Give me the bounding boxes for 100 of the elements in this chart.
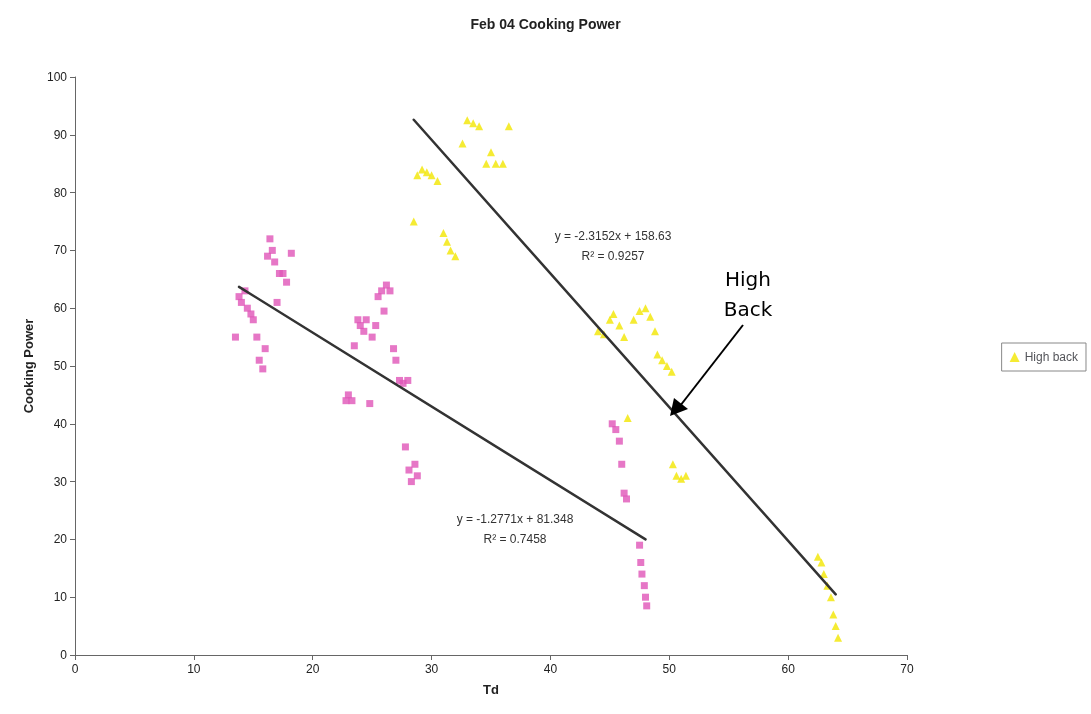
point [498, 159, 507, 168]
y-tick-label: 20 [53, 532, 68, 547]
point [249, 316, 257, 324]
point [638, 570, 646, 578]
point [637, 559, 645, 567]
point [635, 307, 644, 316]
point [829, 610, 838, 619]
y-tick-label: 80 [53, 185, 68, 200]
annotation: R² = 0.7458 [483, 532, 547, 546]
annotation: High Back [723, 267, 773, 321]
point [623, 495, 630, 503]
point [433, 177, 442, 186]
x-tick-label: 40 [543, 662, 558, 676]
point [439, 229, 448, 238]
point [372, 322, 380, 330]
point [642, 593, 650, 601]
point [350, 342, 358, 350]
y-tick-label: 70 [53, 243, 68, 258]
point [593, 327, 602, 336]
point [366, 400, 374, 408]
point [273, 298, 281, 306]
point [247, 310, 255, 318]
point [261, 345, 269, 353]
point [681, 471, 690, 480]
point [409, 217, 418, 226]
y-tick-label: 100 [46, 70, 68, 84]
y-tick-label: 0 [60, 648, 68, 662]
x-tick-label: 20 [306, 662, 320, 676]
point [374, 293, 382, 301]
y-tick-label: 30 [53, 474, 68, 489]
point [813, 552, 822, 561]
point [646, 312, 655, 321]
point [348, 397, 356, 405]
x-tick-label: 0 [71, 662, 79, 676]
point [390, 345, 398, 353]
point [615, 437, 623, 445]
x-axis-title: Td [483, 682, 499, 697]
x-tick-label: 10 [187, 662, 201, 676]
point [623, 414, 632, 423]
point [360, 327, 368, 335]
point [368, 333, 376, 341]
point [231, 333, 239, 341]
point [259, 365, 267, 373]
x-tick-label: 70 [900, 662, 914, 676]
annotation: R² = 0.9257 [581, 249, 645, 263]
y-tick-label: 90 [53, 127, 68, 142]
point [662, 362, 671, 370]
point [255, 356, 263, 364]
point [608, 420, 616, 428]
point [615, 321, 624, 330]
point [405, 466, 413, 474]
point [411, 460, 419, 468]
annotation: y = -2.3152x + 158.63 [554, 229, 672, 243]
point [482, 159, 491, 168]
point [407, 478, 415, 486]
point [640, 582, 648, 590]
point [677, 474, 686, 483]
point [831, 622, 840, 631]
point [618, 460, 626, 468]
point [605, 315, 614, 324]
point [629, 315, 638, 324]
y-axis-title: Cooking Power [21, 318, 36, 414]
point [641, 304, 650, 313]
point [834, 633, 843, 642]
point [283, 278, 291, 286]
point [620, 333, 629, 342]
point [268, 246, 276, 254]
annotation: y = -1.2771x + 81.348 [456, 512, 574, 526]
point [475, 122, 484, 131]
point [413, 472, 421, 480]
point [287, 249, 295, 257]
point [612, 426, 620, 434]
y-tick-label: 60 [53, 301, 68, 316]
point [264, 252, 272, 260]
x-tick-label: 50 [662, 662, 677, 676]
point [237, 298, 245, 306]
point [253, 333, 261, 341]
point [279, 270, 287, 278]
point [826, 593, 835, 602]
point [651, 327, 660, 336]
y-tick-label: 10 [53, 590, 68, 605]
point [491, 159, 500, 168]
point [504, 122, 513, 131]
point [386, 287, 394, 295]
point [817, 558, 826, 567]
point [609, 309, 618, 318]
point [344, 391, 352, 399]
point [378, 287, 386, 295]
x-tick-label: 60 [781, 662, 796, 676]
point [362, 316, 370, 324]
y-tick-label: 50 [53, 359, 68, 373]
point [487, 148, 495, 157]
y-tick-label: 40 [53, 416, 68, 431]
point [427, 171, 436, 180]
point [404, 376, 412, 384]
point [380, 307, 388, 315]
point [392, 356, 400, 364]
chart-title: Feb 04 Cooking Power [470, 16, 622, 32]
legend-label: High back [1024, 350, 1079, 364]
point [443, 237, 452, 246]
